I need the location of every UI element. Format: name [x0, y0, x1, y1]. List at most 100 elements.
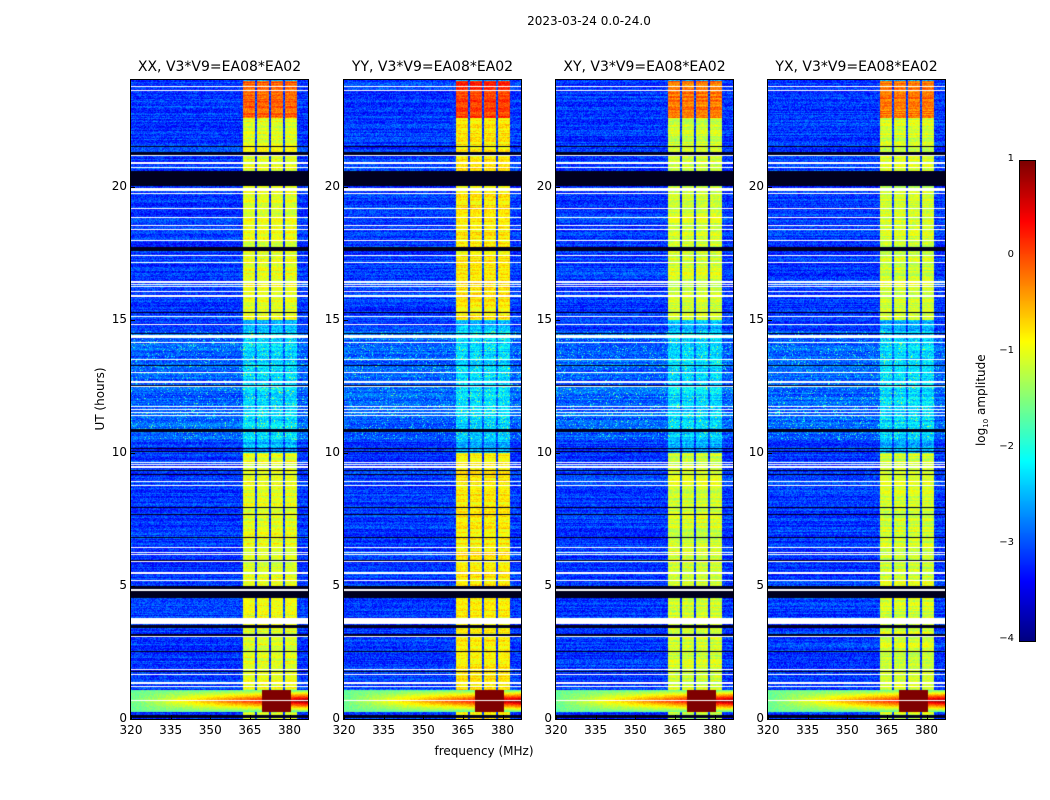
- x-tick-label: 335: [159, 723, 183, 737]
- x-tick-label: 320: [544, 723, 568, 737]
- x-tick-label: 350: [623, 723, 647, 737]
- y-tick-label: 5: [544, 577, 552, 592]
- x-tick-mark: [289, 715, 291, 719]
- panel-title: YX, V3*V9=EA08*EA02: [775, 59, 938, 75]
- y-tick-label: 0: [332, 711, 340, 725]
- x-axis-label: frequency (MHz): [434, 744, 534, 758]
- x-tick-label: 350: [411, 723, 435, 737]
- panel-title: XX, V3*V9=EA08*EA02: [137, 59, 302, 75]
- y-tick-mark: [344, 585, 348, 587]
- colorbar-tick-label: −3: [999, 537, 1014, 548]
- y-tick-label: 10: [111, 444, 127, 459]
- x-tick-label: 350: [198, 723, 222, 737]
- y-tick-label: 0: [756, 711, 764, 725]
- x-tick-mark: [714, 715, 716, 719]
- x-tick-mark: [423, 715, 425, 719]
- y-tick-label: 20: [748, 178, 764, 193]
- x-tick-label: 365: [238, 723, 262, 737]
- x-tick-label: 335: [372, 723, 396, 737]
- y-tick-mark: [344, 186, 348, 188]
- x-tick-mark: [210, 715, 212, 719]
- y-tick-label: 0: [544, 711, 552, 725]
- x-tick-mark: [674, 715, 676, 719]
- y-tick-label: 20: [536, 178, 552, 193]
- heatmap-panel: [767, 79, 946, 720]
- panel-title: YY, V3*V9=EA08*EA02: [351, 59, 514, 75]
- y-tick-mark: [768, 585, 772, 587]
- y-tick-label: 5: [756, 577, 764, 592]
- x-tick-label: 380: [491, 723, 514, 737]
- x-tick-mark: [595, 715, 597, 719]
- y-tick-label: 15: [324, 311, 340, 326]
- x-tick-label: 380: [703, 723, 726, 737]
- y-tick-label: 15: [111, 311, 127, 326]
- y-tick-mark: [131, 319, 135, 321]
- x-tick-label: 365: [451, 723, 475, 737]
- x-tick-mark: [170, 715, 172, 719]
- x-tick-label: 335: [584, 723, 608, 737]
- y-tick-label: 10: [324, 444, 340, 459]
- y-tick-mark: [344, 452, 348, 454]
- x-tick-mark: [556, 715, 557, 719]
- y-tick-mark: [768, 319, 772, 321]
- x-tick-mark: [462, 715, 464, 719]
- colorbar-tick-label: 0: [1007, 249, 1014, 260]
- y-tick-mark: [556, 452, 560, 454]
- colorbar: [1019, 160, 1036, 642]
- y-tick-label: 15: [748, 311, 764, 326]
- colorbar-label-rest: amplitude: [973, 354, 988, 419]
- x-tick-label: 350: [835, 723, 859, 737]
- heatmap-panel: [130, 79, 309, 720]
- x-tick-label: 365: [875, 723, 899, 737]
- colorbar-label: log10 amplitude: [974, 340, 990, 460]
- x-tick-label: 320: [332, 723, 356, 737]
- x-tick-mark: [383, 715, 385, 719]
- x-tick-mark: [635, 715, 637, 719]
- panel-title: XY, V3*V9=EA08*EA02: [563, 59, 726, 75]
- x-tick-mark: [249, 715, 251, 719]
- x-tick-mark: [807, 715, 809, 719]
- y-tick-label: 15: [536, 311, 552, 326]
- x-tick-mark: [344, 715, 345, 719]
- y-tick-mark: [556, 186, 560, 188]
- colorbar-tick-label: 1: [1007, 153, 1014, 164]
- colorbar-tick-label: −4: [999, 633, 1014, 644]
- y-tick-label: 5: [119, 577, 127, 592]
- y-tick-mark: [768, 452, 772, 454]
- x-tick-mark: [847, 715, 849, 719]
- x-tick-label: 320: [119, 723, 143, 737]
- y-axis-label: UT (hours): [93, 367, 107, 431]
- y-tick-mark: [556, 585, 560, 587]
- y-tick-label: 5: [332, 577, 340, 592]
- y-tick-mark: [556, 319, 560, 321]
- x-tick-mark: [926, 715, 928, 719]
- y-tick-mark: [344, 719, 348, 720]
- heatmap-panel: [555, 79, 734, 720]
- x-tick-mark: [886, 715, 888, 719]
- figure-title: 2023-03-24 0.0-24.0: [527, 14, 651, 28]
- y-tick-mark: [556, 719, 560, 720]
- colorbar-label-sub: 10: [982, 418, 991, 428]
- colorbar-tick-label: −1: [999, 345, 1014, 356]
- colorbar-tick-label: −2: [999, 441, 1014, 452]
- x-tick-mark: [131, 715, 132, 719]
- x-tick-mark: [768, 715, 769, 719]
- y-tick-mark: [131, 186, 135, 188]
- heatmap-panel: [343, 79, 522, 720]
- y-tick-mark: [768, 719, 772, 720]
- x-tick-label: 380: [915, 723, 938, 737]
- x-tick-label: 365: [663, 723, 687, 737]
- y-tick-mark: [131, 452, 135, 454]
- x-tick-mark: [502, 715, 504, 719]
- y-tick-label: 0: [119, 711, 127, 725]
- x-tick-label: 320: [756, 723, 780, 737]
- y-tick-mark: [131, 585, 135, 587]
- y-tick-label: 10: [536, 444, 552, 459]
- y-tick-mark: [768, 186, 772, 188]
- x-tick-label: 335: [796, 723, 820, 737]
- y-tick-label: 20: [111, 178, 127, 193]
- y-tick-mark: [131, 719, 135, 720]
- y-tick-label: 10: [748, 444, 764, 459]
- y-tick-label: 20: [324, 178, 340, 193]
- colorbar-label-log: log: [973, 427, 988, 447]
